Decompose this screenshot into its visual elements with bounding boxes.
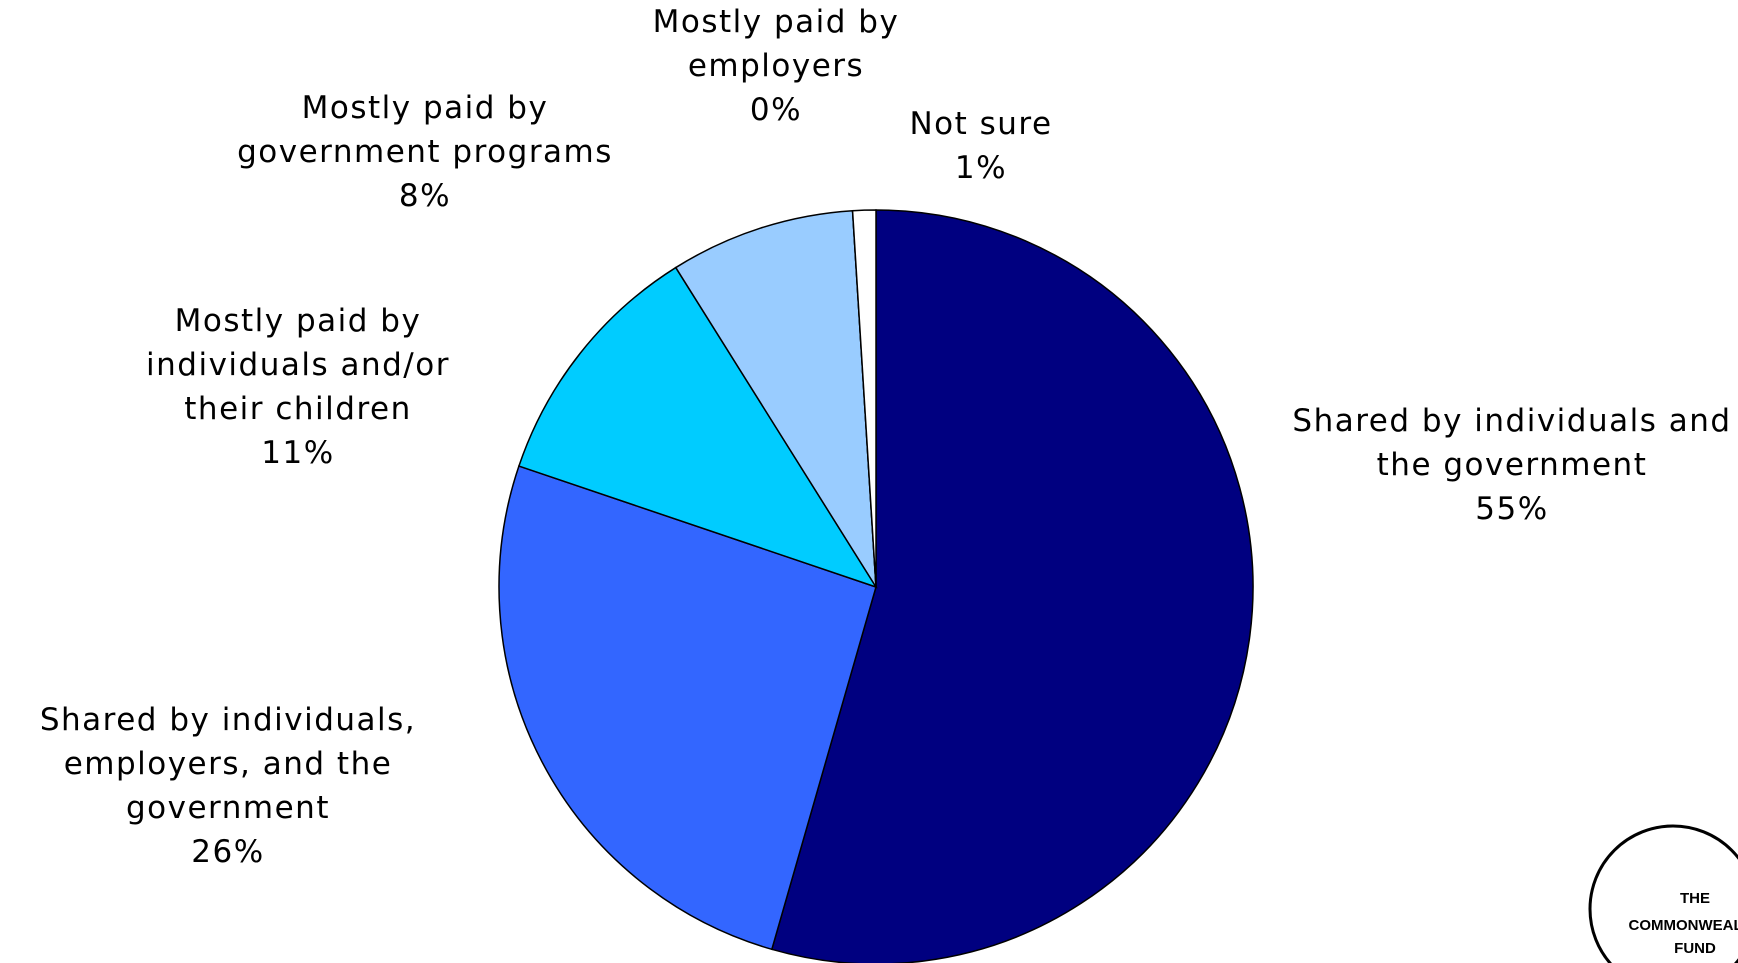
slice-label: Mostly paid by individuals and/or their … bbox=[113, 299, 483, 475]
category-label: Not sure bbox=[909, 106, 1053, 142]
slice-label: Shared by individuals, employers, and th… bbox=[0, 698, 463, 874]
category-label: Mostly paid by employers bbox=[652, 4, 900, 84]
logo-text: FUND bbox=[1674, 940, 1716, 957]
slice-label: Mostly paid by employers 0% bbox=[621, 0, 931, 132]
value-label: 26% bbox=[191, 834, 265, 870]
value-label: 1% bbox=[954, 150, 1008, 186]
pie-slice bbox=[851, 209, 877, 588]
pie-slice bbox=[674, 209, 877, 588]
pie-slice bbox=[498, 465, 877, 951]
slice-label: Mostly paid by government programs 8% bbox=[195, 86, 655, 218]
slice-label: Shared by individuals and the government… bbox=[1292, 399, 1732, 531]
category-label: Shared by individuals, employers, and th… bbox=[39, 702, 417, 826]
pie-slice bbox=[517, 266, 878, 589]
logo-text: THE bbox=[1680, 890, 1710, 907]
logo-circle bbox=[1588, 824, 1738, 963]
value-label: 11% bbox=[261, 435, 335, 471]
value-label: 55% bbox=[1475, 491, 1549, 527]
category-label: Mostly paid by individuals and/or their … bbox=[146, 303, 450, 427]
category-label: Shared by individuals and the government bbox=[1292, 403, 1732, 483]
value-label: 0% bbox=[749, 92, 803, 128]
pie-slice bbox=[770, 209, 1254, 963]
logo-text: COMMONWEALTH bbox=[1628, 917, 1738, 934]
category-label: Mostly paid by government programs bbox=[237, 90, 613, 170]
value-label: 8% bbox=[398, 178, 452, 214]
slice-label: Not sure 1% bbox=[831, 102, 1131, 190]
